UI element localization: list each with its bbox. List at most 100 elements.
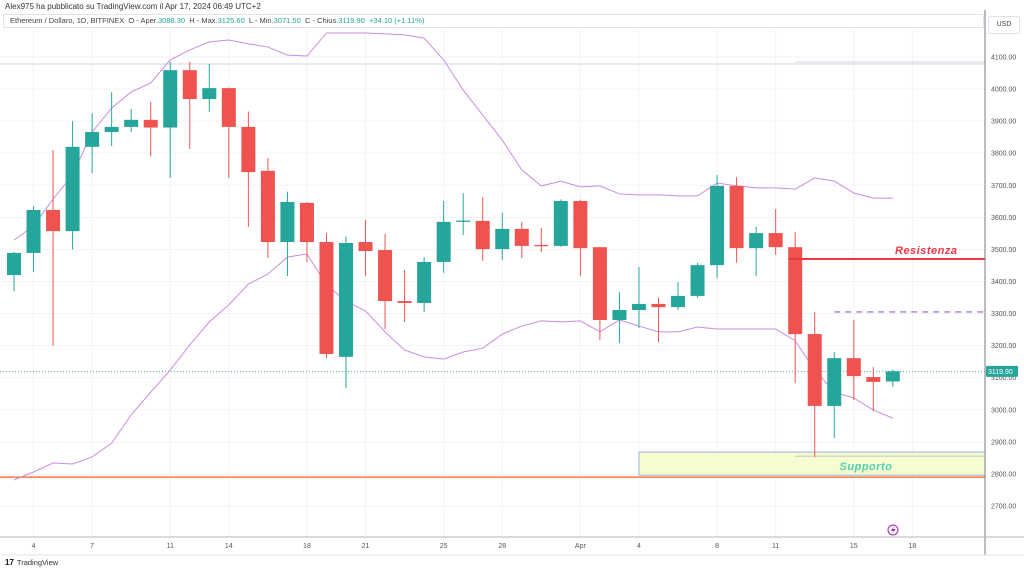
price-tick-label: 3100.00	[991, 375, 1016, 382]
time-tick-label: 28	[498, 543, 506, 550]
symbol-name[interactable]: Ethereum / Dollaro, 1D, BITFINEX	[10, 16, 125, 25]
candle-body-up	[202, 88, 217, 100]
candle-body-down	[573, 200, 588, 249]
candle-body-up	[827, 358, 842, 406]
bollinger-bands	[13, 32, 894, 481]
candle-body-down	[358, 242, 373, 252]
open-value: 3088.30	[157, 16, 186, 25]
time-tick-label: 25	[440, 543, 448, 550]
candle-body-up	[280, 201, 295, 243]
symbol-info-bar: Ethereum / Dollaro, 1D, BITFINEX O - Ape…	[3, 14, 984, 28]
tradingview-logo-icon: 17	[5, 558, 14, 567]
change-value: +34.10 (+1.11%)	[369, 16, 425, 25]
price-tick-label: 4100.00	[991, 55, 1016, 62]
candle-body-up	[417, 261, 432, 303]
footer: 17 TradingView	[5, 558, 58, 567]
price-tick-label: 2900.00	[991, 439, 1016, 446]
time-tick-label: 7	[90, 543, 94, 550]
price-tick-label: 2700.00	[991, 503, 1016, 510]
candle-body-up	[553, 200, 568, 246]
candle-body-up	[339, 243, 354, 357]
candle-body-up	[104, 126, 119, 133]
resistance-label: Resistenza	[895, 245, 957, 257]
time-axis[interactable]: 4 7 11 14 18 21 25 28 Apr 4 8 11 15 18	[0, 524, 1024, 556]
price-axis[interactable]: 4100.00 4000.00 3900.00 3800.00 3700.00 3600.…	[984, 10, 1018, 555]
candle-body-up	[885, 371, 900, 382]
annotations[interactable]: Resistenza Supporto	[788, 245, 985, 473]
candle-body-down	[378, 250, 393, 302]
candle-body-down	[241, 126, 256, 173]
price-tick-label: 3400.00	[991, 279, 1016, 286]
brand-name: TradingView	[16, 558, 59, 567]
annotations-back	[0, 61, 986, 478]
candle-body-up	[85, 132, 100, 147]
lightning-glyph-icon	[891, 526, 896, 534]
price-tick-label: 3800.00	[991, 151, 1016, 158]
time-tick-label: 8	[715, 543, 719, 550]
candle-body-up	[7, 252, 21, 276]
candle-body-down	[514, 228, 529, 246]
open-label: O - Aper.	[128, 16, 158, 25]
close-label: C - Chius.	[304, 16, 339, 25]
price-tick-label: 3300.00	[991, 311, 1016, 318]
support-label: Supporto	[840, 461, 893, 473]
candle-body-up	[612, 310, 627, 320]
candle-body-down	[143, 119, 158, 128]
time-tick-label: 18	[908, 543, 916, 550]
price-tick-label: 3000.00	[991, 407, 1016, 414]
high-value: 3125.60	[217, 16, 245, 25]
candles	[7, 61, 900, 457]
candle-body-down	[866, 377, 881, 382]
candle-body-down	[475, 220, 490, 250]
candle-body-down	[788, 247, 803, 335]
last-price-tag	[986, 365, 1018, 377]
time-tick-label: Apr	[575, 543, 587, 550]
bollinger-lower-line	[13, 253, 894, 481]
candle-body-down	[182, 70, 197, 100]
candle-body-down	[729, 185, 744, 249]
high-label: H - Max.	[189, 16, 218, 25]
candle-body-down	[46, 209, 61, 232]
low-label: L - Min.	[248, 16, 274, 25]
price-tick-label: 3200.00	[991, 343, 1016, 350]
time-tick-label: 4	[32, 543, 36, 550]
currency-button[interactable]: USD	[988, 16, 1020, 34]
support-zone	[638, 451, 986, 476]
price-tick-label: 3900.00	[991, 119, 1016, 126]
candle-body-up	[495, 228, 510, 250]
time-tick-label: 4	[637, 543, 641, 550]
candle-body-down	[846, 358, 861, 377]
candle-body-up	[124, 119, 139, 127]
time-tick-label: 21	[362, 543, 370, 550]
time-tick-label: 14	[225, 543, 233, 550]
candle-body-up	[671, 295, 686, 308]
price-tick-label: 3600.00	[991, 215, 1016, 222]
candle-body-up	[436, 221, 451, 262]
candle-body-down	[592, 247, 607, 320]
price-tick-label: 3700.00	[991, 183, 1016, 190]
candle-body-up	[749, 233, 764, 249]
candle-body-up	[690, 265, 705, 296]
price-tick-label: 3500.00	[991, 247, 1016, 254]
candle-body-down	[397, 301, 412, 303]
candle-body-down	[651, 303, 666, 308]
candle-body-up	[710, 185, 725, 266]
candle-body-down	[221, 88, 236, 127]
time-tick-label: 15	[850, 543, 858, 550]
candle-body-up	[65, 146, 80, 232]
candle-body-down	[807, 334, 822, 406]
publisher-line: Alex975 ha pubblicato su TradingView.com…	[5, 2, 261, 11]
candle-body-down	[299, 202, 314, 243]
candle-body-up	[456, 220, 471, 222]
candle-body-up	[631, 303, 646, 311]
close-value: 3119.90	[338, 16, 365, 25]
last-price-label: 3119.90	[988, 369, 1013, 376]
time-tick-label: 11	[772, 543, 779, 550]
candle-body-down	[260, 170, 275, 243]
bollinger-upper-line	[13, 32, 893, 241]
candle-body-up	[163, 70, 178, 128]
candle-body-down	[319, 242, 334, 354]
price-tick-label: 4000.00	[991, 87, 1016, 94]
price-tick-label: 2800.00	[991, 471, 1016, 478]
